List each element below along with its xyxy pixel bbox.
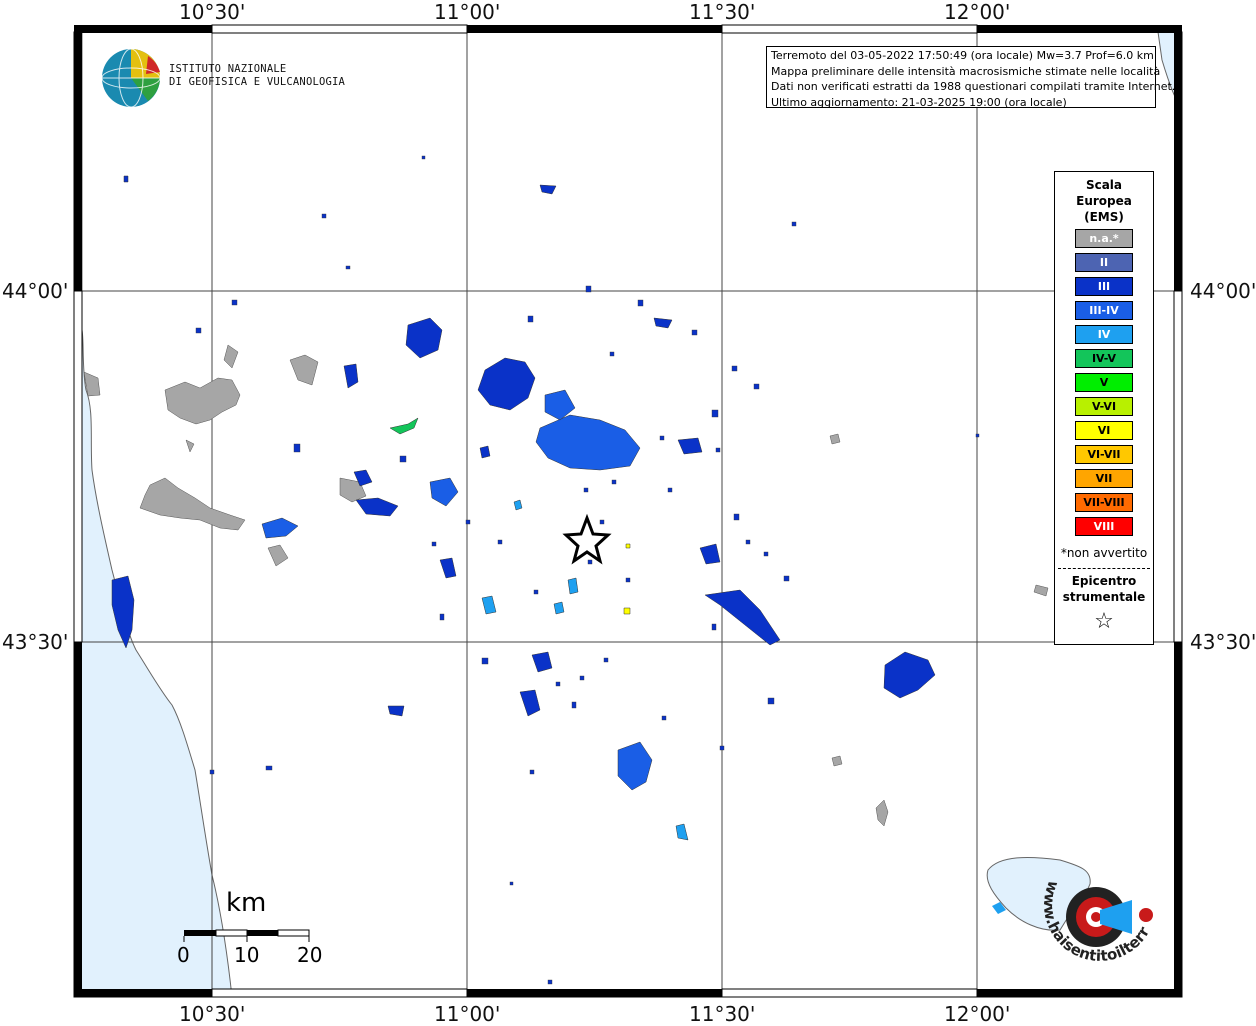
epicenter-star bbox=[562, 513, 612, 565]
ingv-globe-icon bbox=[101, 48, 161, 108]
event-info-line4: Ultimo aggiornamento: 21-03-2025 19:00 (… bbox=[771, 95, 1067, 109]
legend-title-line2: Europea bbox=[1076, 194, 1132, 208]
scale-bar bbox=[183, 929, 310, 942]
legend-item: VIII bbox=[1075, 517, 1133, 536]
felt-areas-iii-iv bbox=[261, 389, 653, 791]
felt-points bbox=[195, 155, 980, 985]
lon-label-top-2: 11°00' bbox=[434, 0, 501, 24]
map-frame bbox=[73, 24, 1183, 998]
legend-item: IV bbox=[1075, 325, 1133, 344]
hsit-url: www.haisentitoilterremoto.it bbox=[1010, 860, 1153, 965]
legend-item: VII-VIII bbox=[1075, 493, 1133, 512]
legend-item: IV-V bbox=[1075, 349, 1133, 368]
legend-epicenter-line2: strumentale bbox=[1062, 590, 1146, 604]
lon-label-top-4: 12°00' bbox=[944, 0, 1011, 24]
legend-item: n.a.* bbox=[1075, 229, 1133, 248]
felt-areas-iv bbox=[481, 499, 689, 841]
hsit-logo-text: www.haisentitoilterremoto.it bbox=[1010, 860, 1153, 965]
lon-label-top-1: 10°30' bbox=[179, 0, 246, 24]
legend-title-line3: (EMS) bbox=[1084, 210, 1124, 224]
lon-label-bottom-4: 12°00' bbox=[944, 1002, 1011, 1026]
legend-item: III-IV bbox=[1075, 301, 1133, 320]
ingv-logo-text: ISTITUTO NAZIONALE DI GEOFISICA E VULCAN… bbox=[169, 63, 345, 89]
legend-epicenter-line1: Epicentro bbox=[1071, 574, 1137, 588]
scale-tick-10: 10 bbox=[234, 943, 260, 967]
legend-item: V bbox=[1075, 373, 1133, 392]
legend-item: II bbox=[1075, 253, 1133, 272]
legend-item: V-VI bbox=[1075, 397, 1133, 416]
lat-label-left-1: 44°00' bbox=[2, 279, 69, 303]
legend-item: VI bbox=[1075, 421, 1133, 440]
legend-item: III bbox=[1075, 277, 1133, 296]
lon-label-bottom-1: 10°30' bbox=[179, 1002, 246, 1026]
svg-text:www.haisentitoilterremoto.it: www.haisentitoilterremoto.it bbox=[1010, 860, 1153, 965]
scale-tick-0: 0 bbox=[177, 943, 190, 967]
legend-item: VII bbox=[1075, 469, 1133, 488]
legend-separator bbox=[1058, 568, 1150, 569]
ingv-logo-line2: DI GEOFISICA E VULCANOLOGIA bbox=[169, 76, 346, 88]
lat-label-right-1: 44°00' bbox=[1190, 279, 1256, 303]
legend-title: Scala Europea (EMS) bbox=[1055, 177, 1153, 225]
lon-label-bottom-2: 11°00' bbox=[434, 1002, 501, 1026]
scale-tick-20: 20 bbox=[297, 943, 323, 967]
lat-label-right-2: 43°30' bbox=[1190, 630, 1256, 654]
felt-areas-iv-v bbox=[389, 417, 419, 435]
event-info-box: Terremoto del 03-05-2022 17:50:49 (ora l… bbox=[766, 46, 1176, 109]
legend-star-icon: ☆ bbox=[1094, 609, 1114, 634]
felt-areas-iii bbox=[111, 175, 936, 717]
graticule bbox=[74, 32, 1182, 997]
legend-epicenter-label: Epicentro strumentale bbox=[1055, 573, 1153, 605]
legend-note: *non avvertito bbox=[1060, 546, 1148, 560]
event-info-line2: Mappa preliminare delle intensità macros… bbox=[771, 64, 1161, 78]
event-info-line1: Terremoto del 03-05-2022 17:50:49 (ora l… bbox=[771, 49, 1154, 62]
lon-label-bottom-3: 11°30' bbox=[689, 1002, 756, 1026]
felt-areas-vi bbox=[623, 543, 631, 615]
ingv-logo-line1: ISTITUTO NAZIONALE bbox=[169, 63, 287, 75]
hsit-logo-icon bbox=[986, 856, 1153, 947]
intensity-legend: Scala Europea (EMS) n.a.* II III III-IV IV IV… bbox=[1054, 171, 1154, 645]
lon-label-top-3: 11°30' bbox=[689, 0, 756, 24]
felt-areas-na bbox=[83, 344, 1049, 827]
legend-title-line1: Scala bbox=[1085, 178, 1123, 192]
legend-item: VI-VII bbox=[1075, 445, 1133, 464]
lat-label-left-2: 43°30' bbox=[2, 630, 69, 654]
event-info-line3: Dati non verificati estratti da 1988 que… bbox=[771, 80, 1176, 93]
scale-unit: km bbox=[226, 888, 267, 918]
